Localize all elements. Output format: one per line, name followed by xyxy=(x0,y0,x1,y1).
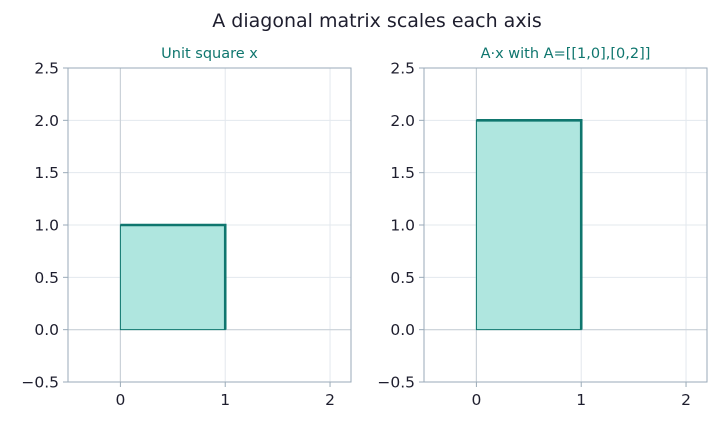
x-tick-label: 1 xyxy=(220,391,230,409)
y-tick-label: 2.5 xyxy=(390,60,415,78)
x-tick-label: 0 xyxy=(115,391,125,409)
y-tick-label: 0.0 xyxy=(390,321,415,339)
shape-edge xyxy=(120,223,227,330)
y-tick-label: 0.5 xyxy=(34,269,59,287)
y-tick-label: 0.0 xyxy=(34,321,59,339)
y-tick-label: 2.5 xyxy=(34,60,59,78)
right-subplot: 0 1 2 −0.5 0.0 0.5 1.0 1.5 2.0 2.5 A·x with A=[[1,… xyxy=(377,46,708,409)
y-tick-label: 1.5 xyxy=(390,164,415,182)
x-tick-label: 0 xyxy=(471,391,481,409)
figure-title: A diagonal matrix scales each axis xyxy=(212,10,542,32)
y-tick-label: −0.5 xyxy=(377,374,415,392)
left-subplot: 0 1 2 −0.5 0.0 0.5 1.0 1.5 2.0 2.5 Unit square x xyxy=(21,46,352,409)
x-tick-label: 2 xyxy=(681,391,691,409)
y-tick-label: 1.5 xyxy=(34,164,59,182)
y-tick-label: 1.0 xyxy=(390,217,415,235)
shape-fill xyxy=(475,119,582,331)
x-tick-label: 2 xyxy=(325,391,335,409)
subplot-title: A·x with A=[[1,0],[0,2]] xyxy=(481,46,651,62)
y-tick-label: 2.0 xyxy=(390,112,415,130)
y-tick-label: 0.5 xyxy=(390,269,415,287)
y-tick-label: 2.0 xyxy=(34,112,59,130)
shape-edge xyxy=(476,119,583,330)
subplot-title: Unit square x xyxy=(161,46,258,62)
y-tick-label: −0.5 xyxy=(21,374,59,392)
x-tick-label: 1 xyxy=(576,391,586,409)
y-tick-label: 1.0 xyxy=(34,217,59,235)
shape-fill xyxy=(119,224,226,331)
